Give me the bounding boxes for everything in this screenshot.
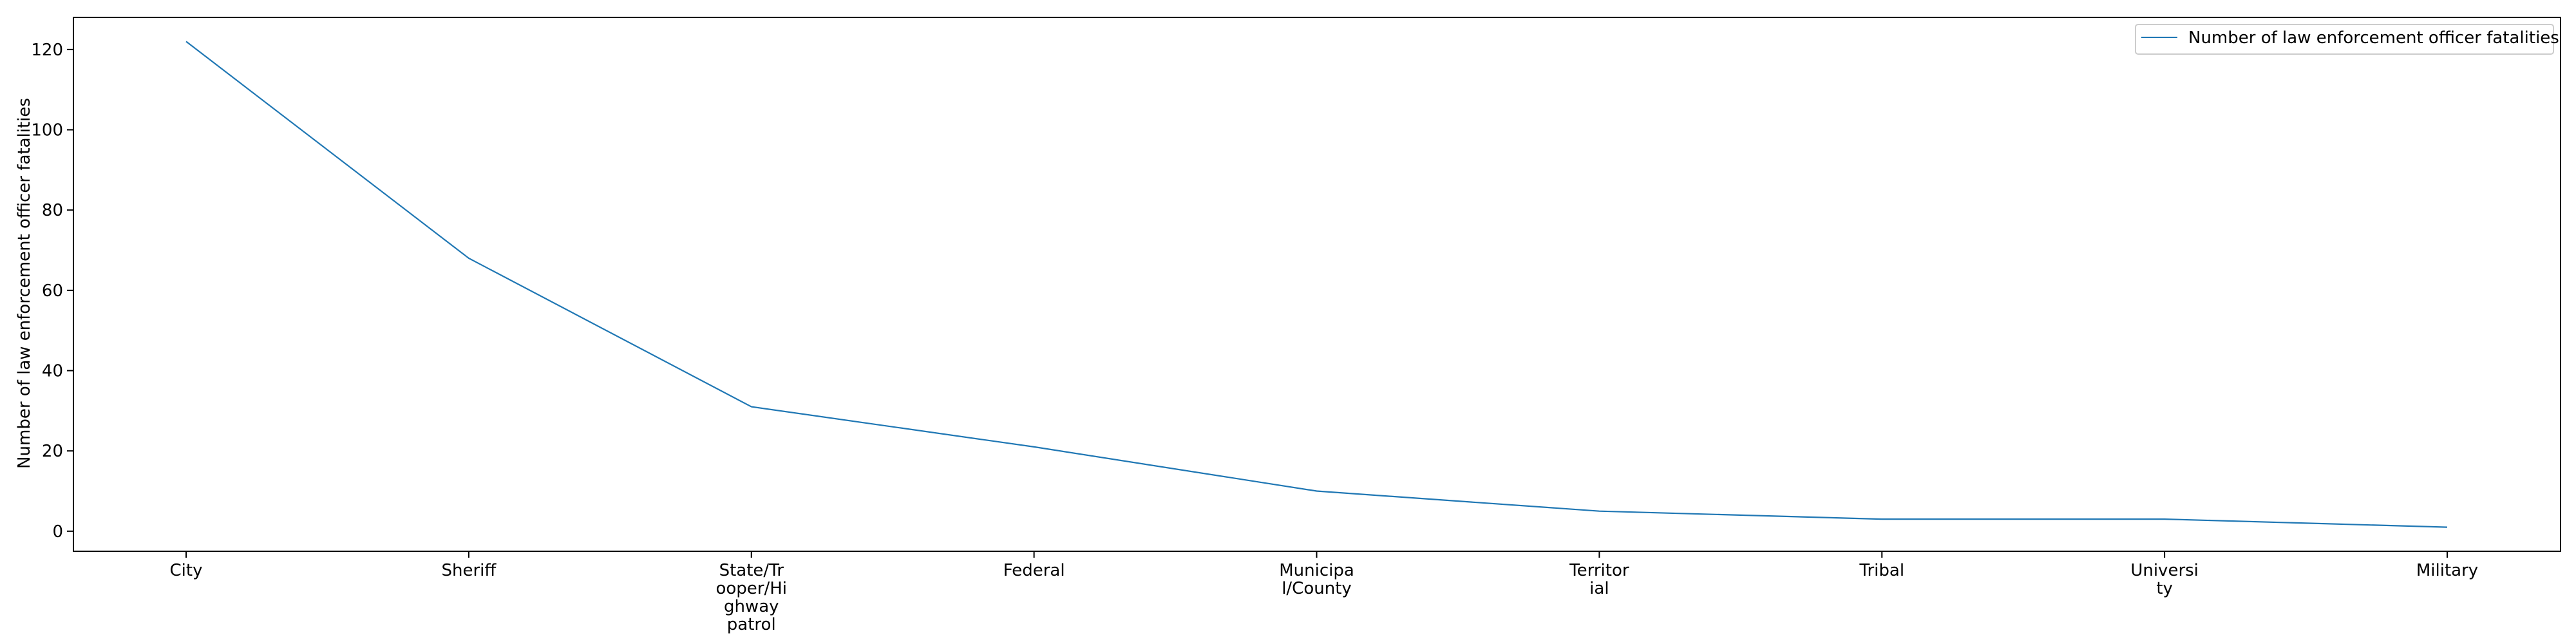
x-axis: City Sheriff State/Tr ooper/Hi ghway patrol Fe…: [170, 551, 2478, 634]
legend-label: Number of law enforcement officer fatali…: [2188, 28, 2559, 48]
series-line-0: [185, 41, 2448, 528]
y-tick-label: 120: [31, 41, 63, 60]
x-tick-label: Tribal: [1859, 561, 1904, 580]
y-tick-label: 20: [42, 442, 63, 461]
y-tick-label: 100: [31, 121, 63, 140]
x-tick-label: Military: [2416, 561, 2478, 580]
y-tick-label: 0: [52, 522, 63, 542]
x-tick-label: Federal: [1003, 561, 1065, 580]
x-tick-label: State/Tr ooper/Hi ghway patrol: [715, 561, 787, 634]
y-axis-label: Number of law enforcement officer fatali…: [15, 98, 34, 469]
y-tick-label: 80: [42, 201, 63, 220]
legend: Number of law enforcement officer fatali…: [2135, 24, 2559, 55]
legend-box: [2135, 24, 2554, 55]
x-tick-label: Universi ty: [2130, 561, 2199, 598]
x-tick-label: Sheriff: [441, 561, 497, 580]
x-tick-label: Municipa l/County: [1279, 561, 1354, 598]
x-tick-label: City: [170, 561, 203, 580]
x-tick-label: Territor ial: [1569, 561, 1629, 598]
y-tick-label: 60: [42, 281, 63, 301]
y-tick-label: 40: [42, 362, 63, 381]
y-axis: 0 20 40 60 80 100 120: [31, 41, 73, 542]
